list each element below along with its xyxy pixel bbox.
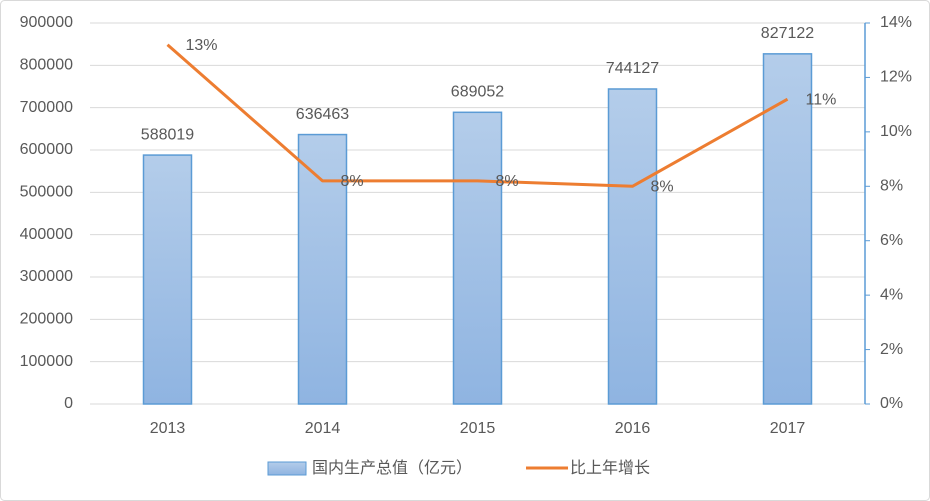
y-tick-label: 600000 bbox=[20, 141, 73, 158]
x-tick-label: 2015 bbox=[460, 420, 496, 437]
bar bbox=[297, 133, 348, 405]
legend-swatch bbox=[267, 461, 307, 476]
y2-tick-label: 2% bbox=[880, 341, 903, 358]
y2-tick-label: 0% bbox=[880, 395, 903, 412]
y-tick-label: 500000 bbox=[20, 184, 73, 201]
y-tick-label: 700000 bbox=[20, 99, 73, 116]
bar bbox=[142, 154, 193, 405]
y2-tick-label: 4% bbox=[880, 286, 903, 303]
y-tick-label: 800000 bbox=[20, 57, 73, 74]
line-value-label: 8% bbox=[496, 173, 519, 190]
line bbox=[166, 43, 789, 188]
y-tick-label: 400000 bbox=[20, 226, 73, 243]
bar-value-label: 636463 bbox=[296, 106, 349, 123]
line-value-label: 8% bbox=[341, 173, 364, 190]
legend-label: 国内生产总值（亿元） bbox=[312, 459, 472, 477]
y-tick-label: 300000 bbox=[20, 268, 73, 285]
bar bbox=[607, 88, 658, 405]
bar bbox=[762, 53, 813, 405]
bar bbox=[452, 111, 503, 405]
y-tick-label: 100000 bbox=[20, 353, 73, 370]
y2-tick-label: 8% bbox=[880, 178, 903, 195]
line-value-label: 8% bbox=[651, 179, 674, 196]
y-tick-label: 200000 bbox=[20, 311, 73, 328]
line-value-label: 13% bbox=[186, 37, 218, 54]
legend-label: 比上年增长 bbox=[570, 459, 650, 477]
x-tick-label: 2017 bbox=[770, 420, 806, 437]
x-tick-label: 2013 bbox=[150, 420, 186, 437]
x-tick-label: 2016 bbox=[615, 420, 651, 437]
y2-tick-label: 6% bbox=[880, 232, 903, 249]
line-value-label: 11% bbox=[806, 91, 837, 108]
y2-tick-label: 14% bbox=[880, 14, 912, 31]
bar-value-label: 588019 bbox=[141, 126, 194, 143]
bar-value-label: 827122 bbox=[761, 25, 814, 42]
y-tick-label: 0 bbox=[64, 395, 73, 412]
bar-value-label: 689052 bbox=[451, 84, 504, 101]
bar-value-label: 744127 bbox=[606, 60, 659, 77]
y2-tick-label: 12% bbox=[880, 69, 912, 86]
y2-tick-label: 10% bbox=[880, 123, 912, 140]
x-tick-label: 2014 bbox=[305, 420, 341, 437]
y-tick-label: 900000 bbox=[20, 14, 73, 31]
